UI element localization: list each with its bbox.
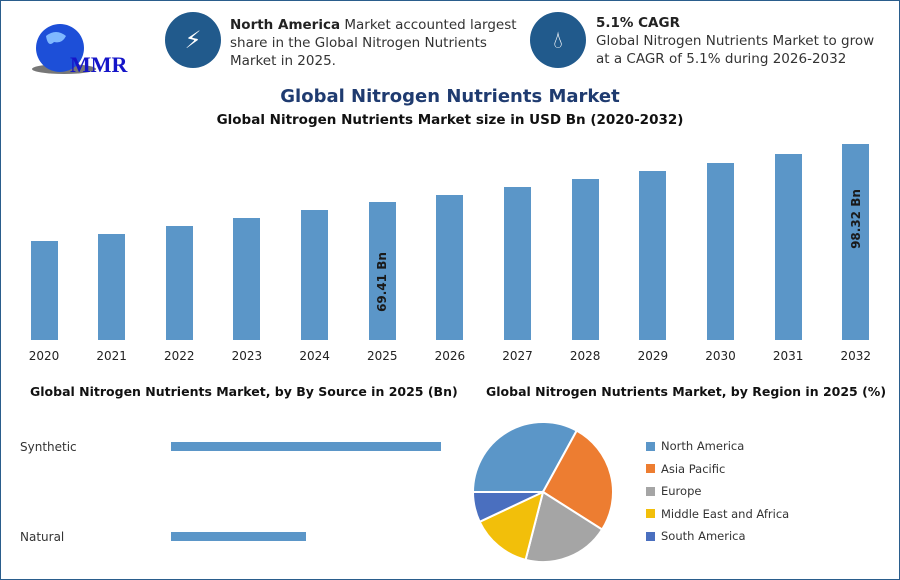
data-label: 69.41 Bn bbox=[375, 251, 390, 312]
x-tick-label: 2023 bbox=[231, 349, 263, 363]
pie-slice-north-america bbox=[471, 421, 579, 493]
category-label: Natural bbox=[20, 530, 65, 544]
legend-swatch bbox=[646, 464, 655, 473]
x-tick-label: 2020 bbox=[28, 349, 60, 363]
bar-2023 bbox=[233, 218, 261, 340]
cagr-value: 5.1% CAGR bbox=[596, 15, 680, 31]
x-tick-label: 2025 bbox=[366, 349, 398, 363]
lightning-icon: ⚡︎ bbox=[165, 12, 221, 68]
legend-label: South America bbox=[661, 529, 746, 543]
info-card-cagr: 5.1% CAGR Global Nitrogen Nutrients Marke… bbox=[596, 14, 886, 68]
bar-2027 bbox=[504, 187, 532, 340]
legend-item: North America bbox=[646, 439, 744, 453]
legend-label: Middle East and Africa bbox=[661, 506, 790, 521]
bar-2032 bbox=[842, 144, 870, 340]
bar-2029 bbox=[639, 171, 667, 340]
hbar-synthetic bbox=[171, 442, 441, 451]
x-tick-label: 2029 bbox=[637, 349, 669, 363]
bar-2031 bbox=[774, 153, 802, 340]
legend-label: Asia Pacific bbox=[661, 461, 726, 476]
legend-item: Asia Pacific bbox=[646, 462, 725, 476]
bar-2026 bbox=[436, 194, 464, 340]
bar-2025 bbox=[368, 201, 396, 340]
x-tick-label: 2032 bbox=[840, 349, 872, 363]
data-label: 98.32 Bn bbox=[848, 189, 863, 249]
x-tick-label: 2027 bbox=[502, 349, 533, 363]
legend-swatch bbox=[646, 509, 655, 518]
pie-slice-asia-pacific bbox=[541, 429, 614, 531]
x-tick-label: 2031 bbox=[772, 349, 804, 363]
x-tick-label: 2030 bbox=[705, 349, 736, 363]
chart-subtitle: Global Nitrogen Nutrients Market size in… bbox=[216, 112, 684, 128]
x-tick-label: 2021 bbox=[96, 349, 127, 363]
x-tick-label: 2028 bbox=[569, 349, 601, 363]
info-card-region: North America Market accounted largest s… bbox=[230, 16, 520, 70]
pie-slice-europe bbox=[524, 490, 604, 563]
region-pie-chart bbox=[471, 421, 614, 563]
category-label: Synthetic bbox=[20, 440, 77, 454]
legend-label: Europe bbox=[661, 484, 702, 498]
bar-2021 bbox=[98, 234, 126, 340]
bar-2024 bbox=[301, 209, 329, 340]
region-chart-title: Global Nitrogen Nutrients Market, by Reg… bbox=[486, 384, 887, 399]
legend-label: North America bbox=[661, 439, 745, 453]
bar-2022 bbox=[165, 226, 193, 340]
legend-swatch bbox=[646, 441, 655, 451]
bar-2020 bbox=[30, 241, 58, 340]
highlight-region: North America bbox=[230, 17, 341, 33]
legend-item: Europe bbox=[646, 484, 701, 498]
mmr-logo: MMR bbox=[18, 14, 138, 77]
chart-title: Global Nitrogen Nutrients Market bbox=[280, 86, 620, 107]
hbar-natural bbox=[171, 532, 306, 541]
bar-2030 bbox=[707, 162, 734, 340]
legend-item: Middle East and Africa bbox=[646, 507, 789, 521]
legend-swatch bbox=[646, 531, 655, 541]
source-chart-title: Global Nitrogen Nutrients Market, by By … bbox=[30, 384, 458, 399]
pie-slice-middle-east-and-africa bbox=[478, 490, 545, 562]
pie-slice-south-america bbox=[471, 491, 544, 524]
info-text: Market accounted largest share in the Gl… bbox=[230, 17, 517, 69]
legend-item: South America bbox=[646, 529, 746, 543]
legend-swatch bbox=[646, 486, 655, 496]
drop-icon: 💧︎ bbox=[530, 12, 586, 68]
bar-2028 bbox=[571, 179, 599, 340]
x-tick-label: 2026 bbox=[434, 349, 466, 363]
logo-text: MMR bbox=[70, 52, 129, 76]
x-tick-label: 2022 bbox=[164, 349, 195, 363]
cagr-text: Global Nitrogen Nutrients Market to grow… bbox=[596, 33, 875, 67]
x-tick-label: 2024 bbox=[299, 349, 330, 363]
